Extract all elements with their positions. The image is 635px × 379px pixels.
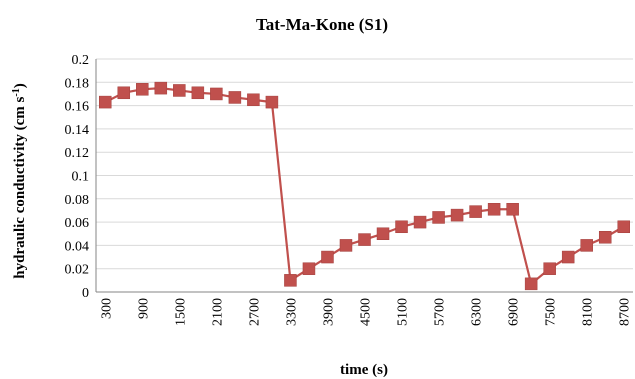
x-tick-label: 2700 bbox=[247, 298, 262, 326]
data-point bbox=[617, 220, 630, 234]
data-point bbox=[265, 95, 279, 109]
data-point bbox=[117, 86, 131, 100]
data-point bbox=[376, 227, 390, 240]
series-line bbox=[104, 87, 625, 286]
data-point bbox=[487, 203, 501, 216]
data-point bbox=[339, 239, 353, 252]
y-axis-label-end: ) bbox=[12, 83, 28, 88]
axes bbox=[95, 59, 633, 293]
y-tick-label: 0.16 bbox=[65, 100, 90, 115]
y-tick-label: 0.04 bbox=[65, 239, 90, 254]
x-tick-label: 900 bbox=[136, 298, 151, 319]
y-tick-label: 0.06 bbox=[65, 216, 90, 231]
data-point bbox=[136, 83, 149, 96]
chart-title: Tat-Ma-Kone (S1) bbox=[256, 15, 388, 34]
data-point bbox=[543, 262, 556, 275]
x-axis-label: time (s) bbox=[340, 362, 388, 378]
data-point bbox=[469, 205, 482, 218]
data-point bbox=[506, 203, 519, 216]
x-tick-label: 3300 bbox=[284, 298, 299, 326]
x-tick-label: 8700 bbox=[618, 298, 633, 326]
y-tick-label: 0.2 bbox=[72, 53, 90, 68]
y-tick-label: 0.08 bbox=[65, 193, 90, 208]
data-point bbox=[413, 215, 427, 229]
x-tick-label: 300 bbox=[99, 298, 114, 319]
data-point bbox=[154, 81, 168, 95]
x-tick-label: 7500 bbox=[544, 298, 559, 326]
y-tick-label: 0 bbox=[82, 286, 89, 301]
data-point bbox=[598, 230, 612, 244]
data-point bbox=[191, 86, 205, 100]
data-point bbox=[561, 250, 575, 264]
y-tick-label: 0.12 bbox=[65, 146, 90, 161]
x-tick-label: 1500 bbox=[173, 298, 188, 326]
x-tick-label: 8100 bbox=[581, 298, 596, 326]
grid bbox=[96, 58, 633, 270]
series bbox=[99, 81, 630, 291]
x-tick-label: 2100 bbox=[210, 298, 225, 326]
data-point bbox=[358, 233, 371, 246]
y-axis-label: hydraulic conductivity (cm s-1) bbox=[11, 83, 29, 278]
y-tick-label: 0.1 bbox=[72, 170, 90, 185]
data-point bbox=[395, 220, 408, 234]
x-tick-label: 5100 bbox=[396, 298, 411, 326]
y-tick-label: 0.14 bbox=[65, 123, 90, 138]
x-tick-label: 6900 bbox=[507, 298, 522, 326]
data-point bbox=[228, 91, 242, 104]
x-tick-label: 4500 bbox=[359, 298, 374, 326]
y-axis-label-sup: -1 bbox=[11, 88, 22, 96]
data-point bbox=[580, 239, 593, 252]
data-point bbox=[284, 274, 297, 287]
data-point bbox=[450, 208, 464, 222]
data-point bbox=[524, 277, 538, 291]
x-tick-label: 6300 bbox=[470, 298, 485, 326]
data-point bbox=[247, 93, 260, 107]
y-tick-label: 0.02 bbox=[65, 263, 90, 278]
data-point bbox=[321, 250, 334, 264]
data-point bbox=[173, 84, 186, 97]
y-tick-labels: 0 0.02 0.04 0.06 0.08 0.1 0.12 0.14 0.16 0.18 0.2 bbox=[65, 53, 90, 301]
x-tick-label: 5700 bbox=[433, 298, 448, 326]
y-axis-label-main: hydraulic conductivity (cm s bbox=[12, 96, 28, 278]
data-point bbox=[210, 87, 223, 101]
y-tick-label: 0.18 bbox=[65, 76, 90, 91]
data-point bbox=[432, 211, 445, 224]
x-tick-label: 3900 bbox=[321, 298, 336, 326]
x-tick-labels: 300 900 1500 2100 2700 3300 3900 4500 5100 5700 63… bbox=[99, 298, 632, 326]
data-point bbox=[99, 95, 112, 109]
data-point bbox=[302, 262, 316, 275]
